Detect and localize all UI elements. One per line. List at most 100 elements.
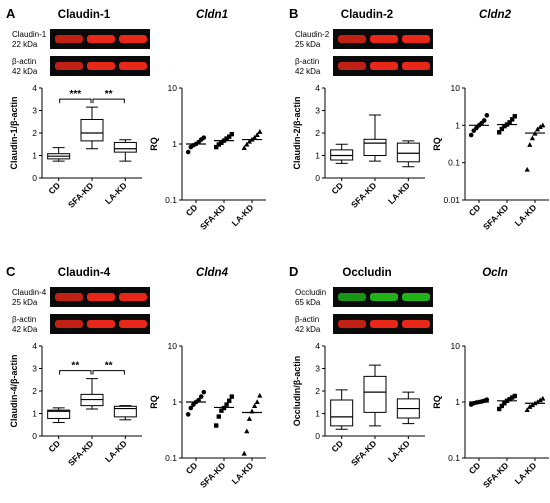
blot-band bbox=[55, 320, 83, 328]
data-point bbox=[540, 395, 546, 401]
y-tick-label: 0.1 bbox=[165, 195, 177, 205]
blot-band bbox=[402, 293, 430, 301]
y-tick-label: 4 bbox=[315, 83, 320, 93]
data-point bbox=[468, 132, 474, 138]
blot-band bbox=[370, 293, 398, 301]
y-tick-label: 1 bbox=[32, 151, 37, 161]
blot-kda: 42 kDa bbox=[295, 325, 321, 334]
panel-letter: D bbox=[289, 264, 298, 279]
data-point bbox=[252, 403, 258, 408]
data-point bbox=[201, 389, 207, 395]
significance-bracket bbox=[92, 98, 125, 104]
significance-label: ** bbox=[105, 361, 113, 372]
y-axis-label: Claudin-4/β-actin bbox=[9, 355, 19, 428]
y-tick-label: 1 bbox=[172, 139, 177, 149]
y-tick-label: 0.1 bbox=[448, 453, 460, 463]
y-tick-label: 0.1 bbox=[448, 158, 460, 168]
x-tick-label: SFA-KD bbox=[349, 438, 378, 467]
blot-kda: 42 kDa bbox=[12, 325, 38, 334]
box-la-kd bbox=[396, 142, 420, 163]
data-point bbox=[499, 403, 504, 409]
data-point bbox=[512, 393, 517, 399]
y-axis-label: RQ bbox=[149, 395, 159, 409]
box-sfa-kd bbox=[80, 119, 104, 142]
protein-title: Claudin-1 bbox=[58, 9, 111, 21]
x-tick-label: CD bbox=[46, 438, 62, 454]
blot-label: Claudin-4 bbox=[12, 288, 47, 297]
box-sfa-kd bbox=[363, 375, 387, 413]
significance-label: *** bbox=[69, 89, 81, 100]
data-point bbox=[246, 138, 252, 144]
data-point bbox=[524, 166, 530, 172]
y-tick-label: 1 bbox=[32, 409, 37, 419]
blot-band bbox=[119, 62, 147, 70]
box-la-kd bbox=[113, 141, 137, 153]
x-tick-label: LA-KD bbox=[103, 180, 129, 206]
data-point bbox=[481, 118, 487, 123]
data-point bbox=[252, 134, 258, 140]
data-point bbox=[254, 399, 260, 404]
blot-kda: 42 kDa bbox=[295, 67, 321, 76]
y-tick-label: 10 bbox=[168, 83, 178, 93]
data-point bbox=[185, 149, 191, 155]
data-point bbox=[229, 394, 234, 399]
blot-band bbox=[370, 62, 398, 70]
x-tick-label: SFA-KD bbox=[481, 202, 510, 231]
box-cd bbox=[330, 399, 354, 427]
x-tick-label: LA-KD bbox=[103, 438, 129, 464]
x-tick-label: SFA-KD bbox=[198, 460, 227, 489]
data-point bbox=[216, 414, 221, 419]
x-tick-label: SFA-KD bbox=[349, 180, 378, 209]
y-tick-label: 0 bbox=[32, 431, 37, 441]
gene-title: Ocln bbox=[482, 267, 508, 279]
significance-label: ** bbox=[105, 89, 113, 100]
significance-bracket bbox=[92, 370, 125, 375]
data-point bbox=[499, 126, 504, 132]
x-tick-label: CD bbox=[46, 180, 62, 196]
blot-band bbox=[87, 320, 115, 328]
blot-band bbox=[370, 320, 398, 328]
x-tick-label: CD bbox=[329, 438, 345, 454]
data-point bbox=[241, 450, 247, 456]
data-point bbox=[507, 397, 512, 402]
y-tick-label: 0 bbox=[32, 173, 37, 183]
blot-label: β-actin bbox=[12, 57, 36, 66]
panel-letter: A bbox=[6, 6, 16, 21]
data-point bbox=[502, 123, 507, 129]
data-point bbox=[529, 135, 535, 141]
y-tick-label: 10 bbox=[451, 83, 461, 93]
y-tick-label: 3 bbox=[32, 364, 37, 374]
y-tick-label: 3 bbox=[315, 106, 320, 116]
y-tick-label: 4 bbox=[315, 341, 320, 351]
y-tick-label: 1 bbox=[455, 397, 460, 407]
y-tick-label: 0.01 bbox=[443, 195, 460, 205]
data-point bbox=[502, 401, 507, 406]
blot-label: Claudin-1 bbox=[12, 30, 47, 39]
data-point bbox=[227, 398, 232, 404]
panel-letter: C bbox=[6, 264, 16, 279]
y-tick-label: 3 bbox=[32, 106, 37, 116]
gene-title: Cldn1 bbox=[196, 9, 228, 21]
x-tick-label: LA-KD bbox=[513, 202, 539, 228]
data-point bbox=[196, 397, 201, 403]
blot-label: Claudin-2 bbox=[295, 30, 330, 39]
data-point bbox=[241, 145, 247, 150]
blot-band bbox=[338, 62, 366, 70]
gene-title: Cldn4 bbox=[196, 267, 229, 279]
y-tick-label: 1 bbox=[315, 409, 320, 419]
blot-label: β-actin bbox=[12, 315, 36, 324]
data-point bbox=[224, 402, 229, 407]
data-point bbox=[524, 407, 530, 412]
data-point bbox=[537, 124, 543, 130]
x-tick-label: SFA-KD bbox=[66, 438, 95, 467]
data-point bbox=[219, 408, 224, 413]
y-tick-label: 0 bbox=[315, 431, 320, 441]
x-tick-label: SFA-KD bbox=[198, 202, 227, 231]
x-tick-label: CD bbox=[467, 460, 483, 476]
data-point bbox=[257, 392, 263, 398]
data-point bbox=[527, 142, 533, 147]
y-axis-label: Claudin-2/β-actin bbox=[292, 97, 302, 170]
data-point bbox=[246, 416, 252, 421]
